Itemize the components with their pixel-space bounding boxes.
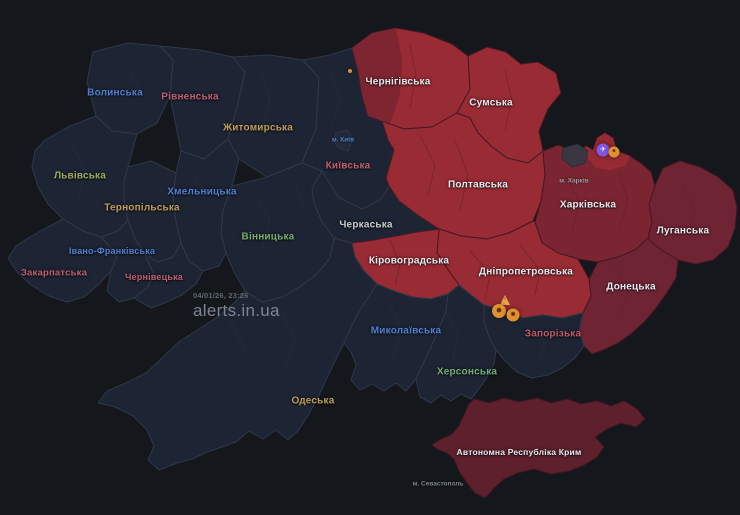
kharkiv-city-shape <box>561 143 589 168</box>
region-shape-crimea[interactable] <box>431 397 646 499</box>
region-shape-volyn[interactable] <box>86 42 174 135</box>
district-borders <box>69 44 696 371</box>
kyiv-city-shape <box>332 129 354 152</box>
region-shape-zaporizhzhia[interactable] <box>483 304 585 379</box>
region-shape-zakarpattia[interactable] <box>7 218 118 303</box>
region-shape-lviv[interactable] <box>31 115 138 238</box>
region-shape-luhansk[interactable] <box>647 160 738 265</box>
region-shape-mykolaiv[interactable] <box>343 283 449 392</box>
region-shape-odesa[interactable] <box>97 237 378 471</box>
chernihiv-west-shade <box>352 28 402 123</box>
region-shape-chernivtsi[interactable] <box>133 242 204 309</box>
region-shape-poltava[interactable] <box>381 112 546 240</box>
